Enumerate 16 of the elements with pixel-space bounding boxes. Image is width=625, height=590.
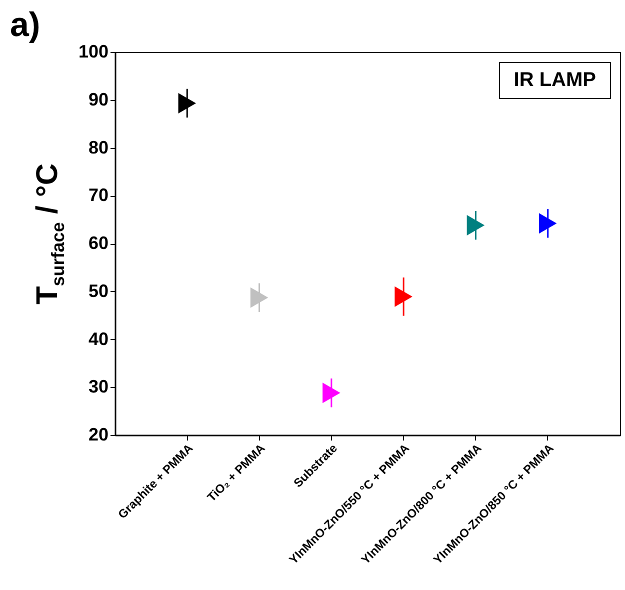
y-tick-label: 60 — [88, 233, 108, 253]
y-tick-label: 30 — [88, 376, 108, 397]
y-tick-label: 80 — [88, 137, 108, 158]
y-tick-label: 40 — [88, 328, 108, 349]
y-tick-label: 50 — [88, 280, 108, 301]
point — [466, 215, 485, 236]
y-tick-label: 20 — [88, 424, 108, 444]
text: a) — [10, 6, 40, 45]
point — [250, 287, 268, 308]
y-tick-label: 90 — [88, 89, 108, 110]
point — [322, 382, 340, 404]
y-tick-label: 100 — [78, 42, 108, 62]
point — [394, 286, 412, 307]
point — [538, 213, 557, 234]
annotation: IR LAMP — [498, 62, 611, 99]
y-tick-label: 70 — [88, 185, 108, 206]
